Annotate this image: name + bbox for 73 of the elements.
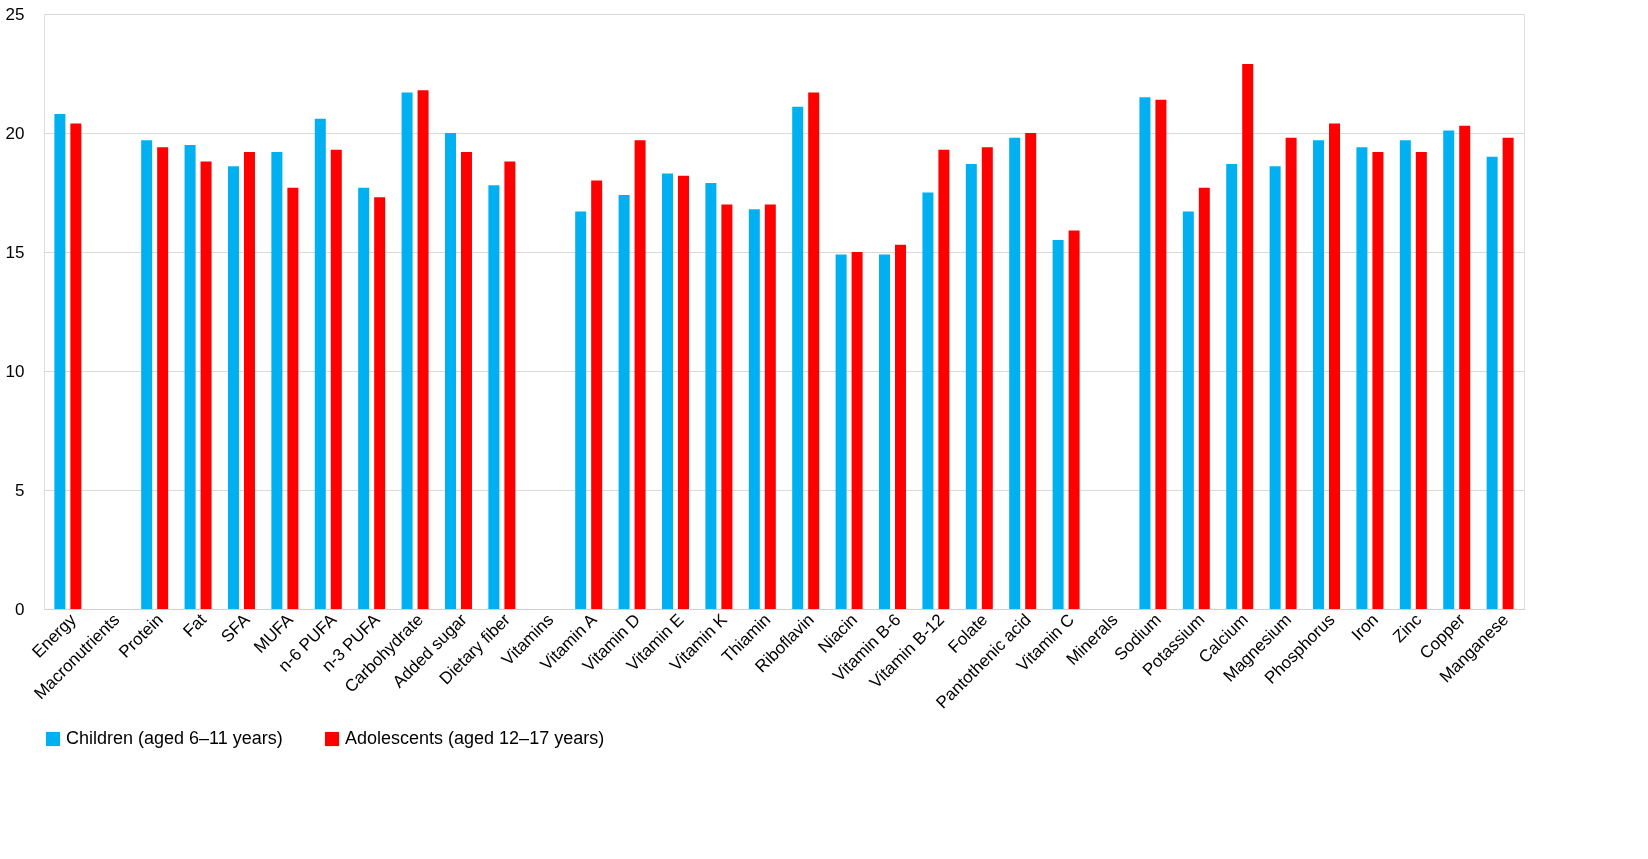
bar bbox=[1009, 137, 1021, 609]
bar bbox=[460, 152, 472, 609]
bar bbox=[634, 140, 646, 609]
legend-label: Children (aged 6–11 years) bbox=[66, 728, 283, 748]
bar bbox=[330, 149, 342, 609]
bar bbox=[243, 152, 255, 609]
bar bbox=[1329, 123, 1341, 609]
bar bbox=[54, 113, 66, 609]
bar bbox=[1068, 230, 1080, 609]
x-tick-label: Iron bbox=[1347, 610, 1382, 645]
bar bbox=[1399, 140, 1411, 609]
bar bbox=[981, 147, 993, 609]
x-tick-label: SFA bbox=[217, 609, 254, 647]
bar bbox=[1226, 163, 1238, 609]
bar bbox=[618, 194, 630, 609]
bar bbox=[1155, 99, 1167, 609]
bar bbox=[417, 90, 429, 609]
bar bbox=[70, 123, 82, 609]
bar bbox=[922, 192, 934, 609]
y-tick-label: 10 bbox=[5, 361, 25, 381]
bar bbox=[1198, 187, 1210, 609]
bar bbox=[184, 144, 196, 609]
bar bbox=[895, 244, 906, 609]
bar bbox=[835, 254, 847, 609]
bar bbox=[1443, 130, 1455, 609]
bar bbox=[938, 149, 950, 609]
bar bbox=[1182, 211, 1194, 609]
bar bbox=[851, 252, 863, 609]
bar bbox=[1285, 137, 1297, 609]
legend-label: Adolescents (aged 12–17 years) bbox=[345, 728, 605, 748]
bar bbox=[1269, 166, 1281, 609]
bar bbox=[1459, 125, 1471, 609]
bar bbox=[591, 180, 603, 609]
bar bbox=[677, 175, 689, 609]
bar bbox=[358, 187, 370, 609]
bar bbox=[662, 173, 673, 609]
bar bbox=[1356, 147, 1368, 609]
bar bbox=[271, 152, 283, 609]
bar bbox=[1502, 137, 1514, 609]
bar bbox=[1139, 97, 1151, 609]
bar bbox=[721, 204, 733, 609]
bar bbox=[879, 254, 891, 609]
bar bbox=[374, 197, 386, 609]
bar bbox=[965, 163, 977, 609]
bar bbox=[1052, 240, 1064, 609]
bar bbox=[575, 211, 587, 609]
bar bbox=[764, 204, 776, 609]
bar bbox=[808, 92, 820, 609]
bar bbox=[748, 209, 760, 609]
bar bbox=[314, 118, 326, 609]
bar bbox=[444, 133, 456, 609]
bar bbox=[1486, 156, 1498, 609]
bar bbox=[287, 187, 299, 609]
bar bbox=[401, 92, 413, 609]
bar bbox=[1415, 152, 1427, 609]
bar bbox=[1372, 152, 1384, 609]
bar bbox=[705, 182, 717, 609]
y-tick-label: 20 bbox=[5, 123, 25, 143]
y-tick-label: 5 bbox=[15, 480, 25, 500]
bar bbox=[488, 185, 500, 609]
bar bbox=[1313, 140, 1325, 609]
y-tick-label: 25 bbox=[5, 4, 25, 24]
bar bbox=[792, 106, 804, 609]
bar bbox=[157, 147, 169, 609]
y-tick-label: 15 bbox=[5, 242, 25, 262]
bar bbox=[1242, 63, 1254, 609]
bar bbox=[504, 161, 516, 609]
bar bbox=[1025, 133, 1037, 609]
bar bbox=[200, 161, 212, 609]
x-tick-label: Fat bbox=[179, 609, 211, 641]
bar bbox=[227, 166, 239, 609]
bar bbox=[141, 140, 153, 609]
y-tick-label: 0 bbox=[15, 599, 25, 619]
